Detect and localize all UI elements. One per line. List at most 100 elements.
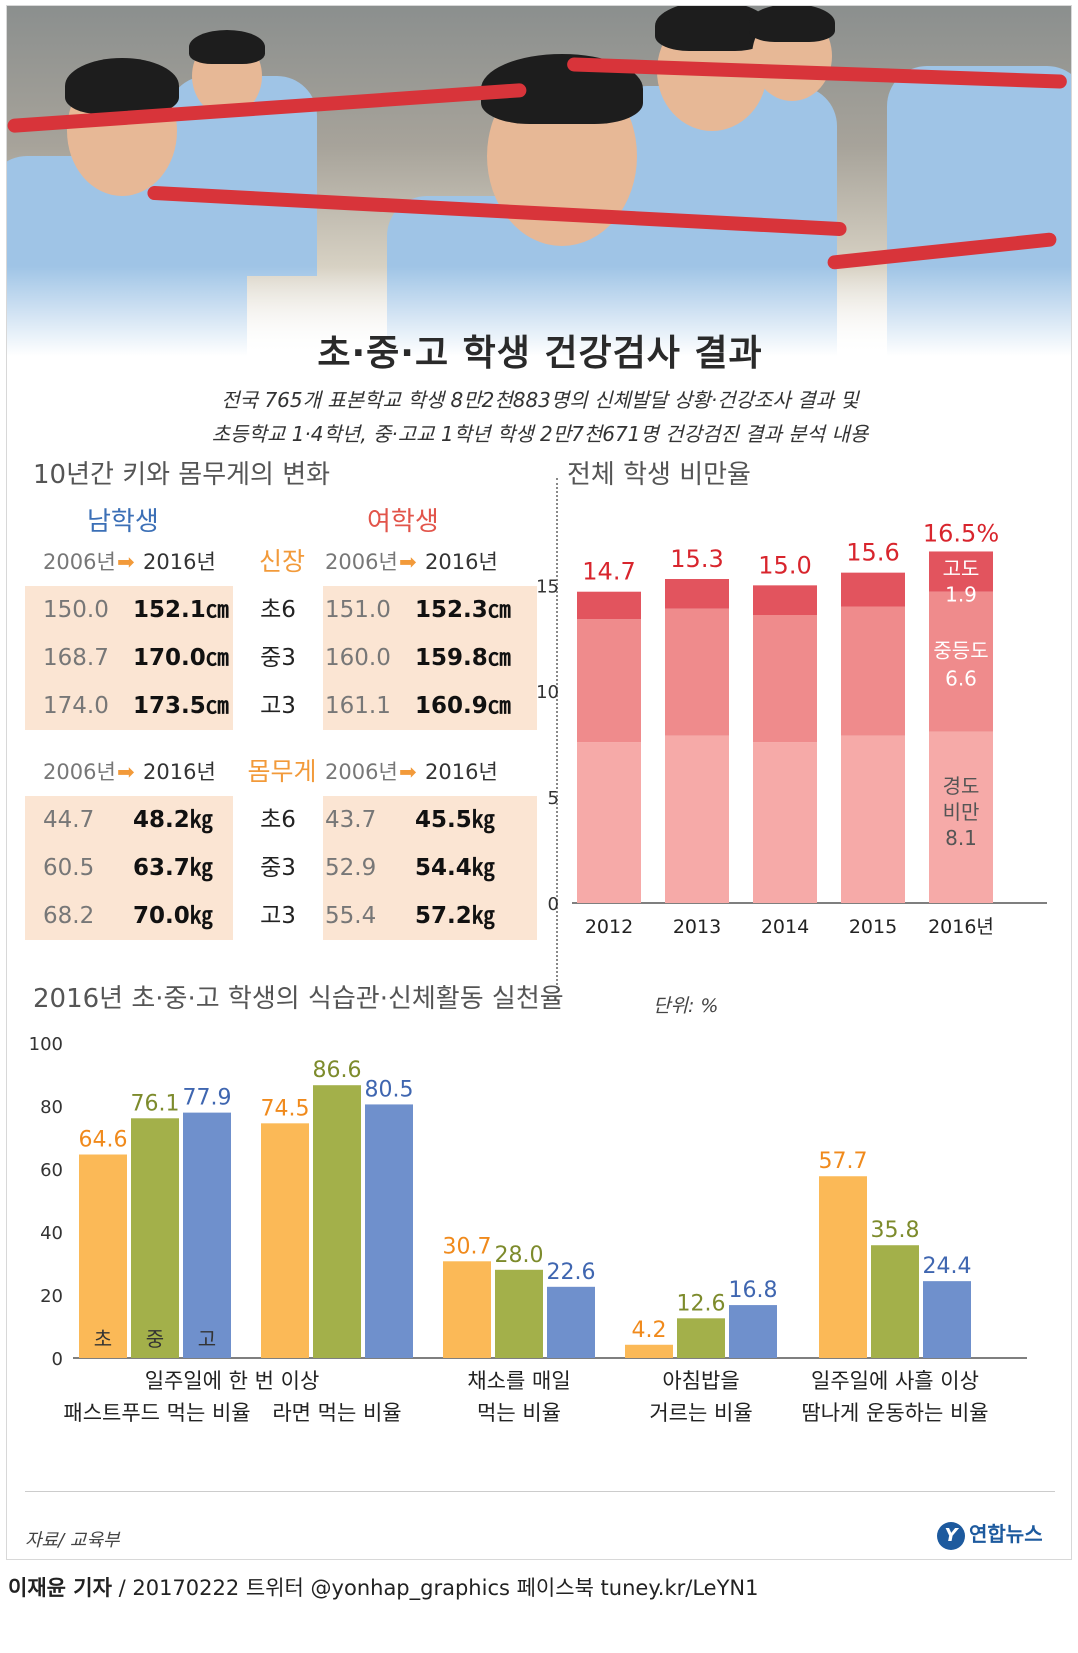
obesity-bar-segment bbox=[753, 742, 817, 903]
habits-bar bbox=[495, 1269, 543, 1358]
obesity-total-label: 14.7 bbox=[582, 558, 635, 586]
obesity-bar-segment bbox=[929, 731, 993, 903]
height-male-old-value: 150.0 bbox=[43, 597, 109, 623]
height-male-year-from: 2006년 bbox=[43, 550, 116, 574]
height-female-old-value: 160.0 bbox=[325, 645, 391, 671]
weight-male-new-value: 63.7㎏ bbox=[133, 855, 213, 881]
byline-details: / 20170222 트위터 @yonhap_graphics 페이스북 tun… bbox=[111, 1576, 759, 1600]
moderate-obesity-value: 6.6 bbox=[945, 667, 977, 691]
subtitle-line-2: 초등학교 1·4학년, 중·고교 1학년 학생 2만7천671명 건강검진 결과… bbox=[211, 422, 869, 446]
footer-divider bbox=[25, 1491, 1055, 1492]
obesity-bar-segment bbox=[929, 591, 993, 732]
obesity-ytick-label: 15 bbox=[536, 576, 559, 597]
habits-value-label: 16.8 bbox=[729, 1278, 778, 1303]
habits-bar bbox=[365, 1104, 413, 1358]
habits-bar bbox=[677, 1318, 725, 1358]
habits-bar bbox=[313, 1085, 361, 1358]
weight-male-new-value: 48.2㎏ bbox=[133, 807, 213, 833]
height-row: 168.7 170.0㎝ 중3 160.0 159.8㎝ bbox=[25, 634, 537, 682]
height-header-row: 2006년 ➡ 2016년 신장 2006년 ➡ 2016년 bbox=[25, 538, 537, 586]
obesity-total-label: 15.0 bbox=[758, 551, 811, 579]
height-grade-label: 중3 bbox=[233, 634, 323, 682]
height-male-new-value: 152.1㎝ bbox=[133, 597, 229, 623]
category-label-line2: 패스트푸드 먹는 비율 bbox=[63, 1401, 250, 1425]
weight-female-old-value: 52.9 bbox=[325, 855, 377, 881]
obesity-bar-segment bbox=[841, 572, 905, 607]
weight-female-year-to: 2016년 bbox=[425, 760, 498, 784]
moderate-obesity-name: 중등도 bbox=[933, 639, 988, 663]
habits-value-label: 12.6 bbox=[677, 1291, 726, 1316]
byline: 이재윤 기자 / 20170222 트위터 @yonhap_graphics 페… bbox=[8, 1572, 758, 1602]
weight-female-arrow-icon: ➡ bbox=[399, 760, 417, 784]
habits-value-label: 64.6 bbox=[79, 1128, 128, 1153]
habits-value-label: 4.2 bbox=[632, 1318, 667, 1343]
reporter-name: 이재윤 기자 bbox=[8, 1576, 112, 1600]
obesity-bar-segment bbox=[841, 735, 905, 903]
school-level-label: 중 bbox=[146, 1327, 164, 1351]
height-female-arrow-icon: ➡ bbox=[399, 550, 417, 574]
category-label-line1: 채소를 매일 bbox=[467, 1369, 570, 1393]
obesity-bar-segment bbox=[841, 606, 905, 736]
obesity-ytick-label: 0 bbox=[548, 894, 559, 915]
habits-ytick-label: 80 bbox=[40, 1097, 63, 1118]
weight-male-arrow-icon: ➡ bbox=[117, 760, 135, 784]
weight-male-old-value: 68.2 bbox=[43, 903, 95, 929]
habits-bar bbox=[923, 1281, 971, 1358]
height-metric-label: 신장 bbox=[258, 547, 305, 576]
weight-row: 44.7 48.2㎏ 초6 43.7 45.5㎏ bbox=[25, 796, 537, 844]
habits-ytick-label: 40 bbox=[40, 1223, 63, 1244]
category-label-line2: 거르는 비율 bbox=[649, 1401, 752, 1425]
section-divider bbox=[556, 478, 558, 993]
yonhap-logo: Y 연합뉴스 bbox=[937, 1518, 1043, 1550]
weight-row: 60.5 63.7㎏ 중3 52.9 54.4㎏ bbox=[25, 844, 537, 892]
habits-value-label: 57.7 bbox=[819, 1149, 868, 1174]
height-male-new-value: 170.0㎝ bbox=[133, 645, 229, 671]
severe-obesity-value: 1.9 bbox=[945, 583, 977, 607]
habits-value-label: 28.0 bbox=[495, 1243, 544, 1268]
habits-value-label: 22.6 bbox=[547, 1260, 596, 1285]
obesity-bar-segment bbox=[665, 608, 729, 736]
obesity-bar-segment bbox=[665, 735, 729, 903]
obesity-bar-segment bbox=[929, 551, 993, 592]
obesity-ytick-label: 5 bbox=[548, 788, 559, 809]
habits-bar bbox=[729, 1305, 777, 1358]
obesity-x-label: 2016년 bbox=[928, 916, 994, 938]
obesity-x-label: 2012 bbox=[585, 916, 633, 938]
habits-bar bbox=[261, 1123, 309, 1358]
logo-text: 연합뉴스 bbox=[969, 1522, 1043, 1546]
weight-male-old-value: 60.5 bbox=[43, 855, 95, 881]
height-female-year-to: 2016년 bbox=[425, 550, 498, 574]
category-label-line2: 땀나게 운동하는 비율 bbox=[801, 1401, 988, 1425]
weight-grade-label: 중3 bbox=[233, 844, 323, 892]
category-label-line1: 아침밥을 bbox=[662, 1369, 739, 1393]
obesity-bar-segment bbox=[577, 742, 641, 903]
height-male-year-to: 2016년 bbox=[143, 550, 216, 574]
weight-grade-label: 고3 bbox=[233, 892, 323, 940]
habits-value-label: 80.5 bbox=[365, 1077, 414, 1102]
page-title: 초·중·고 학생 건강검사 결과 bbox=[317, 333, 763, 374]
obesity-bar-segment bbox=[753, 585, 817, 615]
weight-female-new-value: 57.2㎏ bbox=[415, 903, 495, 929]
habits-bar bbox=[443, 1261, 491, 1358]
obesity-total-label: 15.3 bbox=[670, 545, 723, 573]
weight-male-year-to: 2016년 bbox=[143, 760, 216, 784]
height-female-year-from: 2006년 bbox=[325, 550, 398, 574]
height-grade-label: 고3 bbox=[233, 682, 323, 730]
habits-bar bbox=[819, 1176, 867, 1358]
habits-chart: 0 20 40 60 80 100 64.6 초 76.1 중 77.9 고 74.586.680.5 3… bbox=[29, 1034, 1027, 1425]
obesity-bar-segment bbox=[577, 591, 641, 620]
habits-bar bbox=[183, 1112, 231, 1358]
height-male-old-value: 168.7 bbox=[43, 645, 109, 671]
obesity-total-label: 15.6 bbox=[846, 539, 899, 567]
weight-grade-label: 초6 bbox=[233, 796, 323, 844]
height-female-old-value: 161.1 bbox=[325, 693, 391, 719]
habits-value-label: 86.6 bbox=[313, 1058, 362, 1083]
habits-ytick-label: 60 bbox=[40, 1160, 63, 1181]
height-row: 174.0 173.5㎝ 고3 161.1 160.9㎝ bbox=[25, 682, 537, 730]
habits-chart-title: 2016년 초·중·고 학생의 식습관·신체활동 실천율 bbox=[33, 984, 564, 1014]
source-label: 자료/ 교육부 bbox=[25, 1530, 120, 1551]
obesity-bar-segment bbox=[753, 615, 817, 743]
weight-male-new-value: 70.0㎏ bbox=[133, 903, 213, 929]
obesity-chart-title: 전체 학생 비만율 bbox=[567, 460, 751, 490]
obesity-x-label: 2014 bbox=[761, 916, 809, 938]
